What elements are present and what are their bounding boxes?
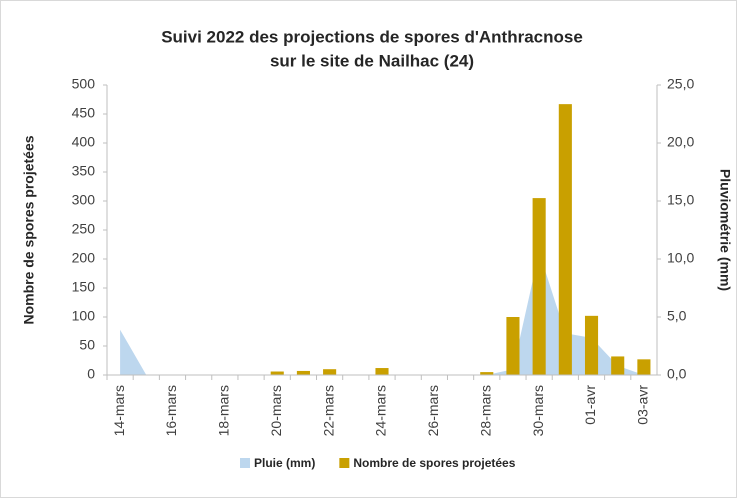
x-tick-label: 03-avr: [635, 385, 651, 425]
y-axis-title: Nombre de spores projetées: [21, 135, 37, 324]
x-tick-label: 28-mars: [477, 385, 493, 436]
bar: [506, 317, 520, 375]
bar: [637, 359, 651, 375]
bar: [375, 368, 389, 375]
x-tick-label: 14-mars: [111, 385, 127, 436]
bar: [480, 372, 494, 375]
legend-swatch: [240, 458, 250, 468]
bar: [270, 371, 284, 375]
bar: [611, 356, 625, 375]
y-tick-label: 0: [87, 366, 95, 382]
bar: [584, 315, 599, 375]
x-tick-label: 16-mars: [163, 385, 179, 436]
legend-label: Nombre de spores projetées: [353, 456, 515, 470]
y2-tick-label: 5,0: [667, 308, 687, 324]
bar: [532, 198, 546, 375]
chart-title: sur le site de Nailhac (24): [270, 51, 474, 70]
x-tick-label: 20-mars: [268, 385, 284, 436]
y2-axis-title: Pluviométrie (mm): [717, 169, 733, 291]
x-tick-label: 18-mars: [216, 385, 232, 436]
x-tick-label: 24-mars: [373, 385, 389, 436]
y2-tick-label: 10,0: [667, 250, 694, 266]
legend-swatch: [339, 458, 350, 468]
y-tick-label: 500: [72, 76, 96, 92]
x-tick-label: 22-mars: [320, 385, 336, 436]
chart-title: Suivi 2022 des projections de spores d'A…: [161, 27, 583, 46]
x-tick-label: 01-avr: [582, 385, 598, 425]
bar: [296, 370, 310, 375]
y-tick-label: 100: [72, 308, 96, 324]
y-tick-label: 250: [72, 221, 96, 237]
y-tick-label: 150: [72, 279, 96, 295]
bar: [323, 369, 337, 375]
y-tick-label: 400: [72, 134, 96, 150]
legend-label: Pluie (mm): [254, 456, 315, 470]
y-tick-label: 350: [72, 163, 96, 179]
x-tick-label: 30-mars: [530, 385, 546, 436]
y-tick-label: 450: [72, 105, 96, 121]
y2-tick-label: 15,0: [667, 192, 694, 208]
y2-tick-label: 25,0: [667, 76, 694, 92]
y2-tick-label: 0,0: [667, 366, 687, 382]
x-tick-label: 26-mars: [425, 385, 441, 436]
bar: [558, 104, 572, 375]
y-tick-label: 300: [72, 192, 96, 208]
y-tick-label: 200: [72, 250, 96, 266]
y2-tick-label: 20,0: [667, 134, 694, 150]
y-tick-label: 50: [79, 337, 95, 353]
